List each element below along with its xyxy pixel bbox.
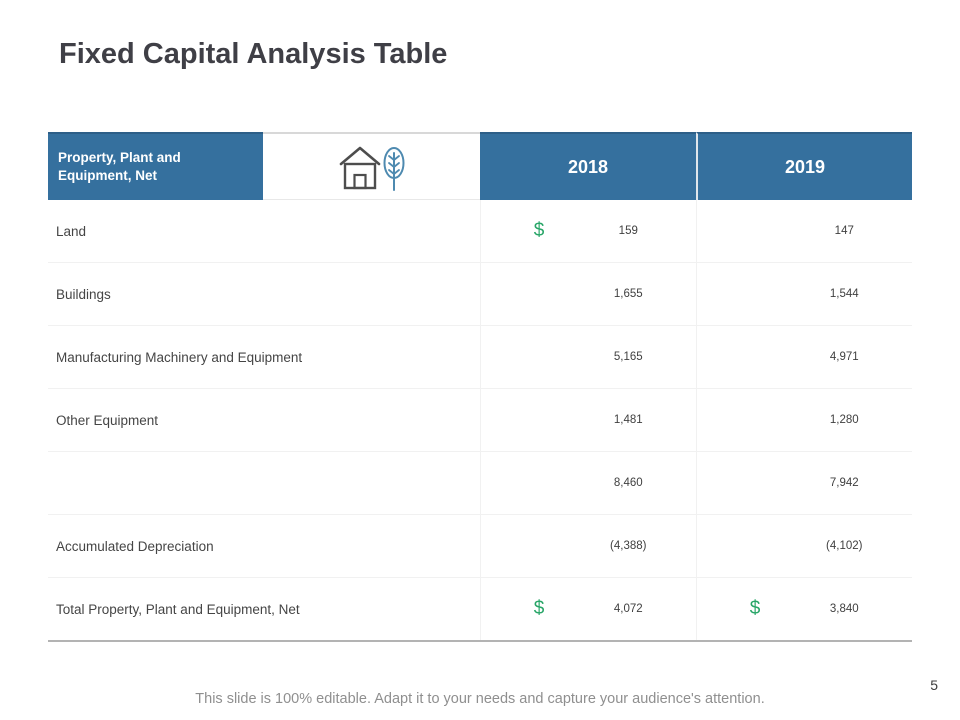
value-2018: 1,655	[613, 288, 643, 300]
table-row-total: Total Property, Plant and Equipment, Net…	[48, 578, 912, 642]
table-row-machinery: Manufacturing Machinery and Equipment 5,…	[48, 326, 912, 389]
header-icon-cell	[263, 132, 480, 200]
header-year-2018: 2018	[480, 132, 696, 200]
row-label: Land	[56, 223, 87, 239]
table-row-other-equipment: Other Equipment 1,481 1,280	[48, 389, 912, 452]
dollar-sign: $	[533, 598, 545, 619]
value-2018: 4,072	[613, 603, 643, 615]
value-2018: 159	[618, 225, 638, 237]
dollar-sign: $	[533, 220, 545, 241]
row-label: Accumulated Depreciation	[56, 538, 214, 554]
row-label: Total Property, Plant and Equipment, Net	[56, 601, 300, 617]
cell-2019: (4,102)	[696, 515, 912, 577]
table-row-buildings: Buildings 1,655 1,544	[48, 263, 912, 326]
cell-2018: 1,655	[480, 263, 696, 325]
cell-2018: 8,460	[480, 452, 696, 514]
row-label: Buildings	[56, 286, 111, 302]
row-label: Other Equipment	[56, 412, 159, 428]
fixed-capital-table: Property, Plant and Equipment, Net 2018 …	[48, 132, 912, 642]
row-label: Manufacturing Machinery and Equipment	[56, 349, 303, 365]
page-title: Fixed Capital Analysis Table	[59, 38, 448, 70]
value-2019: 1,280	[829, 414, 859, 426]
cell-2019: $ 3,840	[696, 578, 912, 640]
cell-2018: 5,165	[480, 326, 696, 388]
page-number: 5	[930, 677, 938, 693]
row-label	[48, 452, 480, 514]
dollar-sign: $	[749, 598, 761, 619]
table-header-row: Property, Plant and Equipment, Net 2018 …	[48, 132, 912, 200]
cell-2019: 4,971	[696, 326, 912, 388]
value-2019: 147	[834, 225, 854, 237]
cell-2018: $ 159	[480, 200, 696, 262]
cell-2018: 1,481	[480, 389, 696, 451]
value-2019: 3,840	[829, 603, 859, 615]
header-row-label: Property, Plant and Equipment, Net	[48, 132, 263, 200]
table-row-subtotal: 8,460 7,942	[48, 452, 912, 515]
table-row-accumulated-depreciation: Accumulated Depreciation (4,388) (4,102)	[48, 515, 912, 578]
header-year-2019: 2019	[696, 132, 912, 200]
cell-2018: $ 4,072	[480, 578, 696, 640]
cell-2019: 1,280	[696, 389, 912, 451]
cell-2018: (4,388)	[480, 515, 696, 577]
house-and-tree-icon	[339, 146, 404, 191]
value-2018: 5,165	[613, 351, 643, 363]
value-2019: (4,102)	[826, 540, 863, 552]
value-2018: 1,481	[613, 414, 643, 426]
footer-note: This slide is 100% editable. Adapt it to…	[195, 691, 765, 707]
value-2018: (4,388)	[610, 540, 647, 552]
value-2019: 4,971	[829, 351, 859, 363]
value-2018: 8,460	[613, 477, 643, 489]
value-2019: 1,544	[829, 288, 859, 300]
table-row-land: Land $ 159 147	[48, 200, 912, 263]
cell-2019: 1,544	[696, 263, 912, 325]
cell-2019: 147	[696, 200, 912, 262]
table-body: Land $ 159 147 Buildings 1,655	[48, 200, 912, 642]
cell-2019: 7,942	[696, 452, 912, 514]
header-row-label-text: Property, Plant and Equipment, Net	[58, 149, 181, 183]
value-2019: 7,942	[829, 477, 859, 489]
